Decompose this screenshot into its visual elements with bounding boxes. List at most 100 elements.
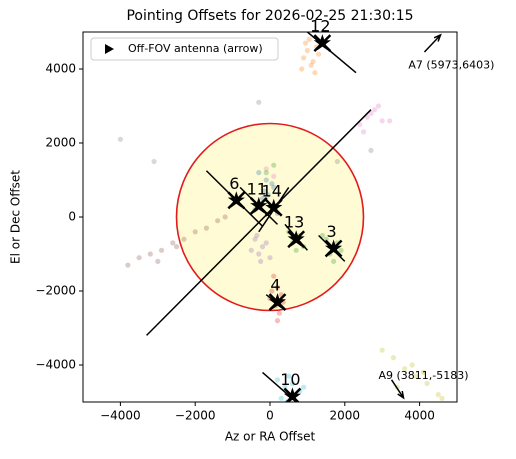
- offset-point: [259, 244, 266, 250]
- offset-point: [306, 36, 312, 43]
- offset-point: [379, 118, 385, 124]
- offset-point: [278, 395, 284, 401]
- antenna-line: [306, 32, 357, 74]
- x-tick-label: 2000: [330, 409, 361, 423]
- offset-point: [390, 355, 397, 361]
- offset-point: [360, 129, 367, 135]
- offset-point: [256, 251, 262, 257]
- offset-point: [286, 373, 292, 379]
- annotation-arrow: [423, 33, 442, 53]
- offset-point: [271, 184, 277, 190]
- offset-point: [263, 170, 269, 176]
- offset-point: [269, 181, 275, 187]
- y-tick-label: 0: [68, 210, 76, 224]
- offset-point: [274, 318, 281, 324]
- offset-point: [151, 158, 157, 165]
- y-tick-label: 2000: [45, 136, 76, 150]
- offset-point: [424, 380, 430, 387]
- offset-point: [248, 247, 254, 253]
- antenna-cross: [324, 239, 343, 258]
- offset-point: [334, 158, 340, 165]
- offset-point: [368, 147, 374, 153]
- offset-point: [271, 162, 277, 168]
- offset-point: [267, 255, 273, 261]
- antenna-label: 14: [262, 181, 282, 200]
- offset-point: [252, 236, 258, 242]
- offset-point: [136, 255, 142, 261]
- offset-point: [293, 247, 299, 253]
- antenna-cross: [227, 191, 246, 210]
- offset-point: [192, 229, 198, 235]
- offset-point: [269, 288, 275, 294]
- plot-area: [117, 32, 445, 402]
- antenna-cross: [313, 34, 332, 52]
- offset-point: [274, 377, 281, 383]
- y-tick-label: −2000: [35, 284, 76, 298]
- offset-point: [117, 136, 123, 142]
- offset-point: [301, 384, 307, 390]
- offset-point: [282, 384, 288, 390]
- offset-point: [304, 47, 310, 54]
- offset-point: [375, 103, 382, 109]
- legend-box: [90, 37, 279, 61]
- offset-point: [271, 273, 277, 279]
- offset-point: [420, 369, 426, 375]
- offset-point: [181, 236, 187, 242]
- offset-point: [413, 373, 419, 379]
- offset-point: [372, 107, 378, 113]
- legend-marker: [105, 44, 114, 54]
- offset-point: [299, 66, 305, 72]
- y-axis-label: El or Dec Offset: [9, 170, 23, 264]
- offset-point: [316, 51, 322, 57]
- offset-point: [265, 192, 271, 198]
- offset-point: [319, 232, 325, 239]
- offset-point: [274, 284, 281, 290]
- antenna-cross: [268, 293, 287, 311]
- offset-point: [261, 188, 267, 194]
- antenna-label: 6: [229, 174, 239, 193]
- offset-point: [158, 247, 165, 253]
- offset-point: [439, 395, 445, 401]
- legend-label: Off-FOV antenna (arrow): [128, 42, 263, 55]
- offset-point: [368, 110, 374, 116]
- antenna-label: 4: [270, 276, 280, 295]
- annotation-arrow: [390, 379, 405, 400]
- offset-point: [203, 225, 210, 231]
- offset-point: [330, 258, 337, 264]
- antenna-cross: [249, 197, 268, 215]
- offset-point: [338, 247, 344, 253]
- y-tick-label: 4000: [45, 62, 76, 76]
- offset-point: [302, 40, 309, 46]
- offset-point: [254, 232, 260, 239]
- offset-point: [289, 380, 296, 387]
- offset-point: [263, 166, 269, 172]
- antenna-label: 12: [310, 17, 330, 36]
- offset-point: [147, 251, 153, 257]
- offset-point: [256, 99, 262, 105]
- x-tick-label: 4000: [404, 409, 435, 423]
- offset-point: [173, 244, 180, 250]
- x-tick-label: −2000: [175, 409, 216, 423]
- y-tick-label: −4000: [35, 358, 76, 372]
- offset-point: [435, 392, 441, 398]
- offset-point: [271, 173, 277, 179]
- annotation: A7 (5973,6403): [408, 58, 494, 71]
- offset-point: [301, 55, 307, 61]
- antenna-cross: [264, 198, 283, 217]
- offset-point: [258, 258, 264, 264]
- offset-point: [276, 310, 282, 316]
- antenna-label: 3: [326, 222, 336, 241]
- offset-point: [308, 62, 314, 68]
- antenna-label: 13: [284, 213, 304, 232]
- offset-point: [263, 177, 269, 183]
- offset-point: [125, 262, 131, 268]
- offset-point: [155, 258, 161, 264]
- offset-point: [310, 59, 316, 65]
- offset-point: [402, 366, 408, 372]
- offset-point: [379, 347, 385, 353]
- offset-point: [256, 170, 262, 176]
- offset-point: [222, 214, 228, 220]
- x-tick-label: 0: [266, 409, 274, 423]
- x-axis-label: Az or RA Offset: [225, 430, 316, 444]
